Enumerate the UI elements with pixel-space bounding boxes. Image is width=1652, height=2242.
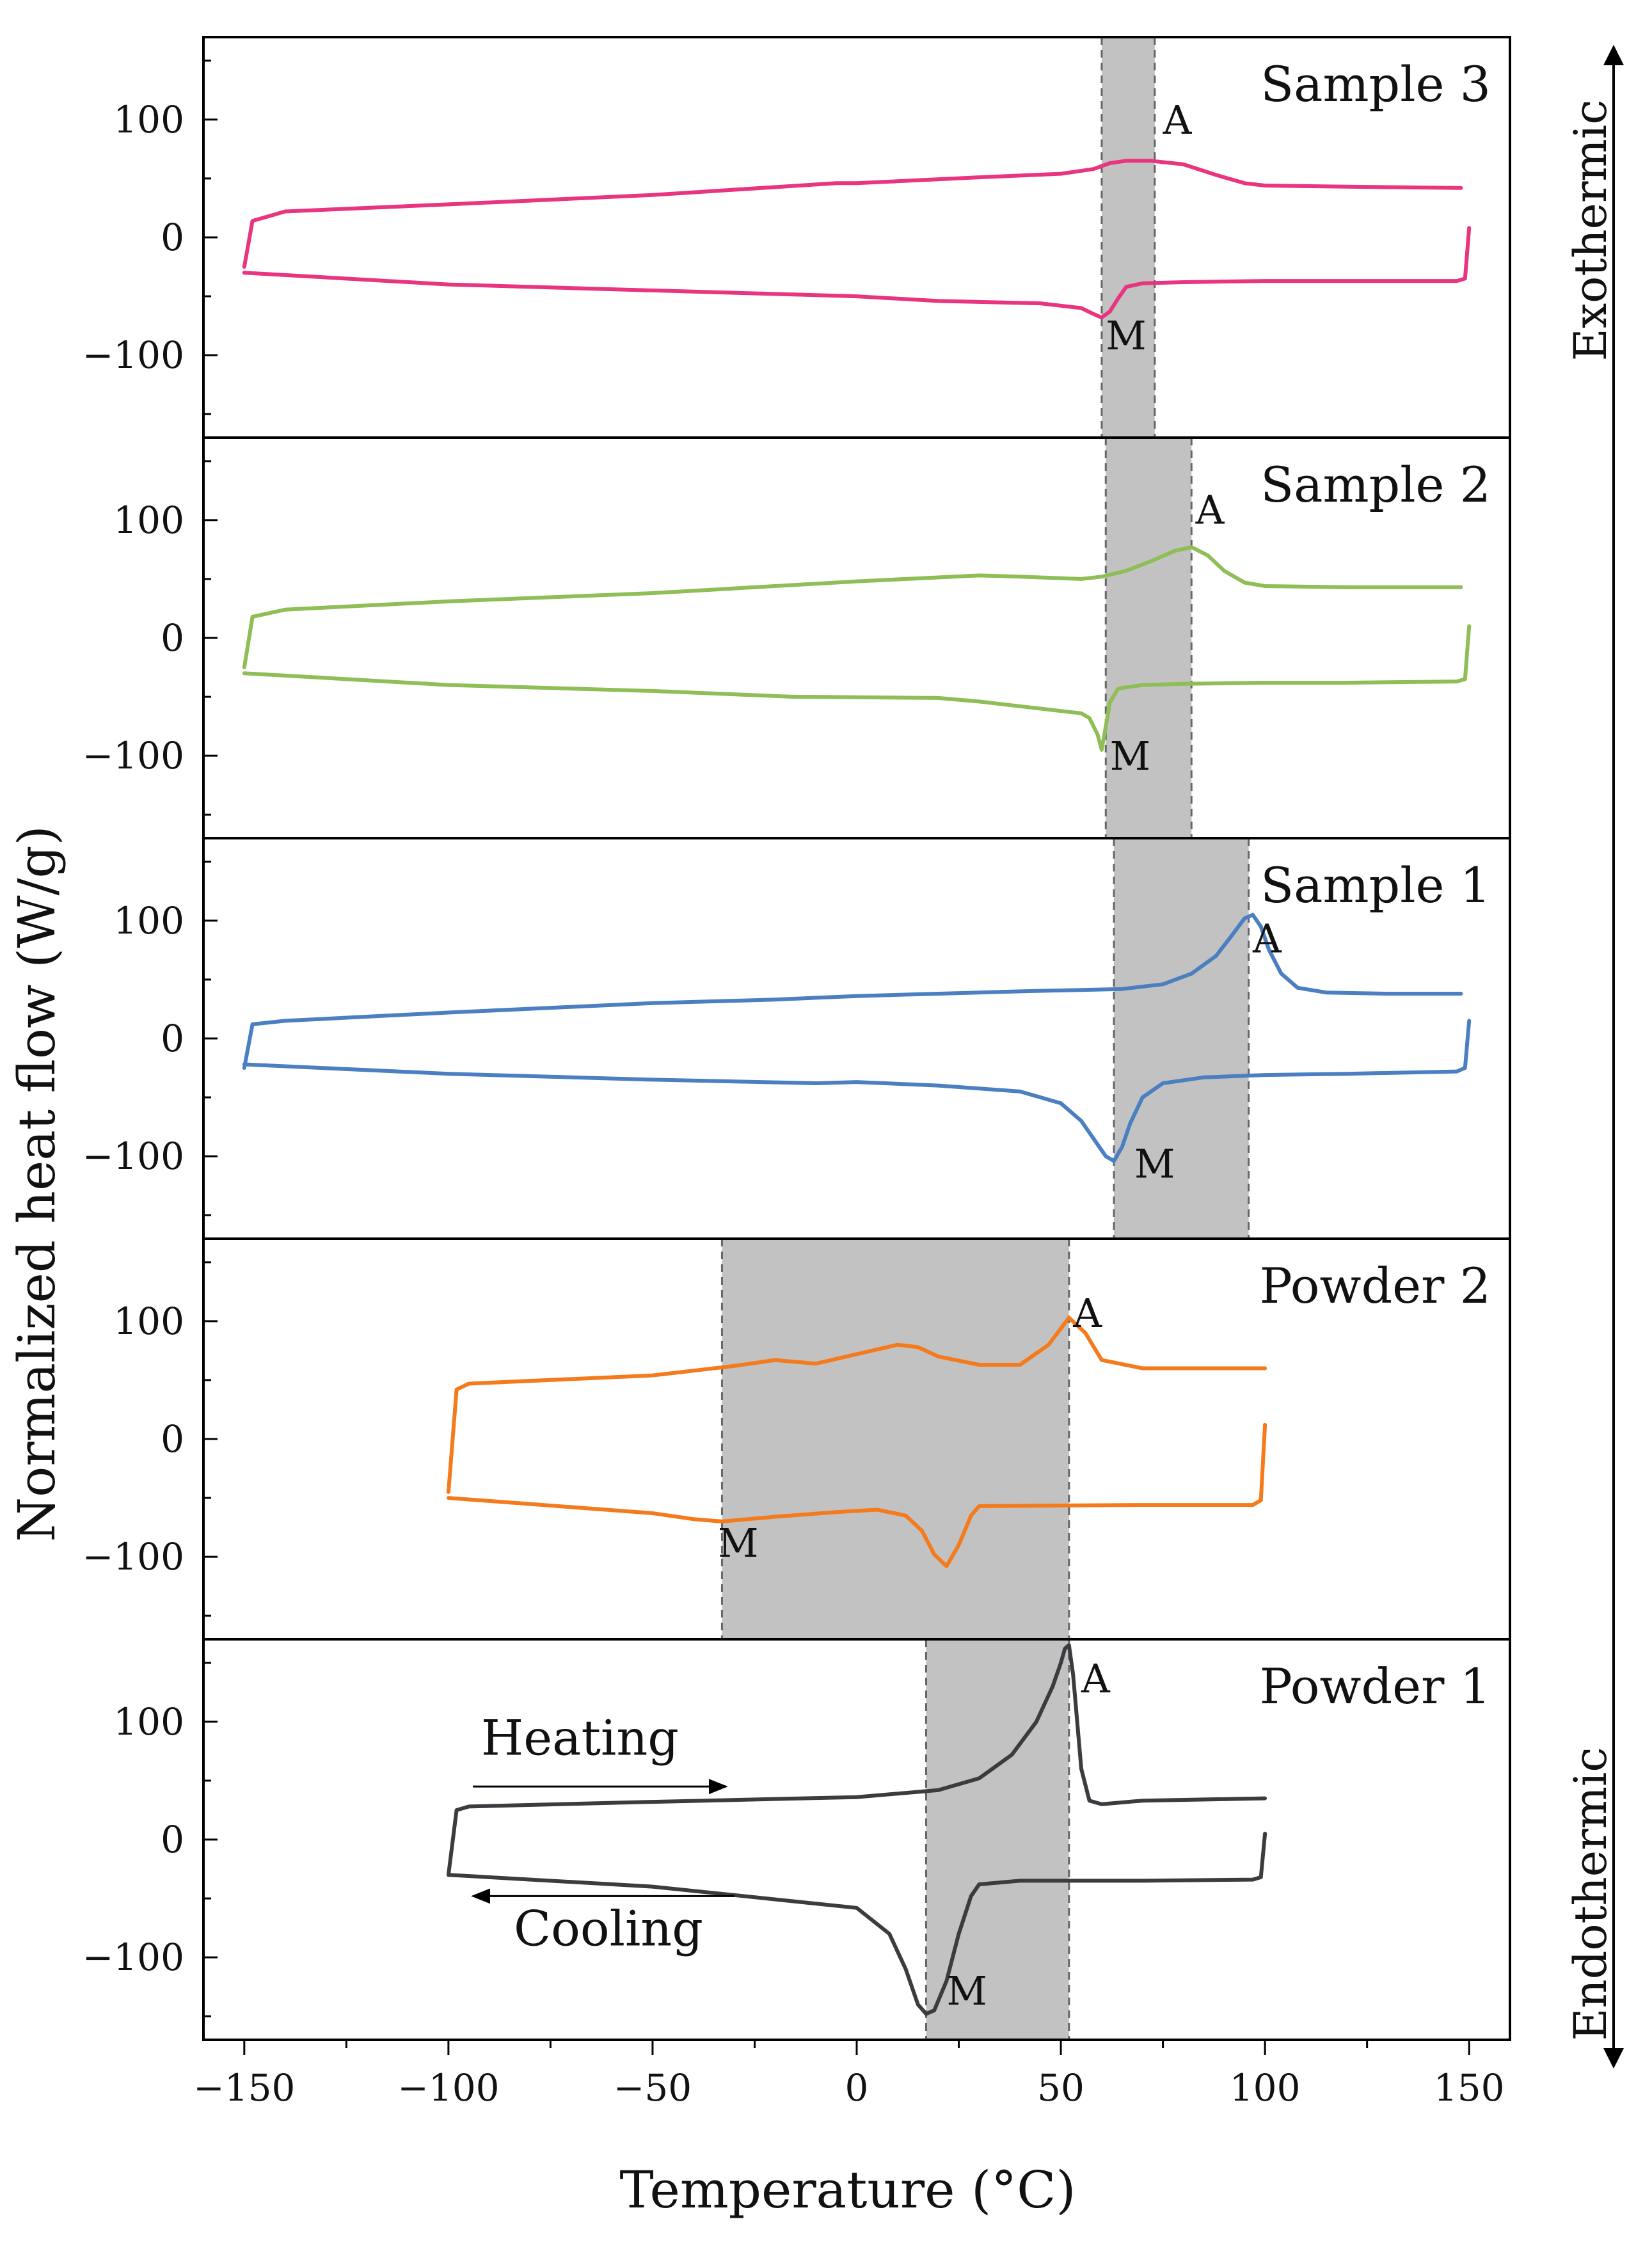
y-tick-label: −100 <box>83 333 184 377</box>
sample-1-annotation-a: A <box>1252 916 1282 962</box>
sample-2-annotation-a: A <box>1195 486 1225 533</box>
y-tick-label: 100 <box>113 1300 184 1343</box>
sample-3-cooling-curve <box>242 226 1472 320</box>
sample-1-transformation-band <box>1114 838 1249 1239</box>
x-tick-label: −100 <box>397 2066 499 2110</box>
y-tick-label: 0 <box>161 1417 184 1461</box>
y-axis-title: Normalized heat flow (W/g) <box>7 825 67 1542</box>
sample-2-transformation-band <box>1106 438 1192 838</box>
sample-3-heating-curve <box>242 159 1463 269</box>
y-tick-label: 100 <box>113 98 184 141</box>
y-tick-label: 100 <box>113 899 184 942</box>
panel-title: Powder 1 <box>1260 1658 1491 1715</box>
panel-sample-1: Sample 1A M 100 0 −100 <box>83 838 1491 1239</box>
panel-title: Sample 1 <box>1260 857 1491 914</box>
powder-2-annotation-a: A <box>1072 1290 1102 1337</box>
sample-3-annotation-m: M <box>1106 312 1146 359</box>
powder-1-annotation-heating: Heating <box>481 1709 679 1766</box>
y-tick-label: −100 <box>83 734 184 777</box>
panel-powder-1: Powder 1 A M Heating Cooling 100 0 −100 <box>83 1639 1491 2040</box>
powder-1-annotation-m: M <box>946 1968 987 2014</box>
y-tick-label: −100 <box>83 1936 184 1979</box>
panel-title: Sample 2 <box>1260 456 1491 513</box>
exothermic-label: Exothermic <box>1564 100 1617 362</box>
sample-2-annotation-m: M <box>1110 733 1150 779</box>
powder-2-annotation-m: M <box>718 1520 758 1566</box>
x-tick-label: 150 <box>1434 2066 1505 2110</box>
panel-sample-2: Sample 2 A M 100 0 −100 <box>83 438 1491 838</box>
powder-1-cooling-curve <box>446 1831 1267 2016</box>
y-tick-label: −100 <box>83 1134 184 1178</box>
powder-1-heating-curve <box>446 1643 1267 1877</box>
sample-2-heating-curve <box>242 545 1463 669</box>
panel-sample-3: Sample 3 A M 100 0 −100 <box>83 37 1491 438</box>
sample-1-heating-curve <box>242 912 1463 1070</box>
endothermic-label: Endothermic <box>1564 1747 1617 2040</box>
x-tick-label: 50 <box>1037 2066 1084 2110</box>
sample-1-annotation-m: M <box>1134 1140 1175 1187</box>
x-tick-label: −50 <box>614 2066 692 2110</box>
x-tick-label: −150 <box>193 2066 295 2110</box>
y-tick-label: 0 <box>161 1818 184 1861</box>
powder-2-cooling-curve <box>446 1422 1267 1568</box>
panel-title: Sample 3 <box>1260 56 1491 113</box>
x-axis-title: Temperature (°C) <box>619 2160 1076 2220</box>
panel-powder-2: Powder 2 A M 100 0 −100 <box>83 1239 1491 1639</box>
frame-layer: −150 −100 −50 0 50 100 150 <box>193 36 1511 2110</box>
y-tick-label: −100 <box>83 1535 184 1578</box>
powder-1-annotation-a: A <box>1081 1655 1111 1702</box>
y-tick-label: 100 <box>113 1700 184 1744</box>
powder-1-annotation-cooling: Cooling <box>514 1900 703 1957</box>
y-tick-label: 0 <box>161 616 184 660</box>
sample-3-transformation-band <box>1101 37 1155 438</box>
x-tick-label: 0 <box>845 2066 869 2110</box>
panel-title: Powder 2 <box>1260 1257 1491 1314</box>
powder-2-heating-curve <box>446 1316 1267 1494</box>
powder-2-transformation-band <box>722 1239 1069 1639</box>
y-tick-label: 0 <box>161 1017 184 1060</box>
y-tick-label: 0 <box>161 216 184 259</box>
sample-1-cooling-curve <box>242 1019 1472 1163</box>
x-tick-label: 100 <box>1230 2066 1301 2110</box>
sample-2-cooling-curve <box>242 624 1472 752</box>
sample-3-annotation-a: A <box>1163 97 1193 143</box>
y-tick-label: 100 <box>113 498 184 542</box>
